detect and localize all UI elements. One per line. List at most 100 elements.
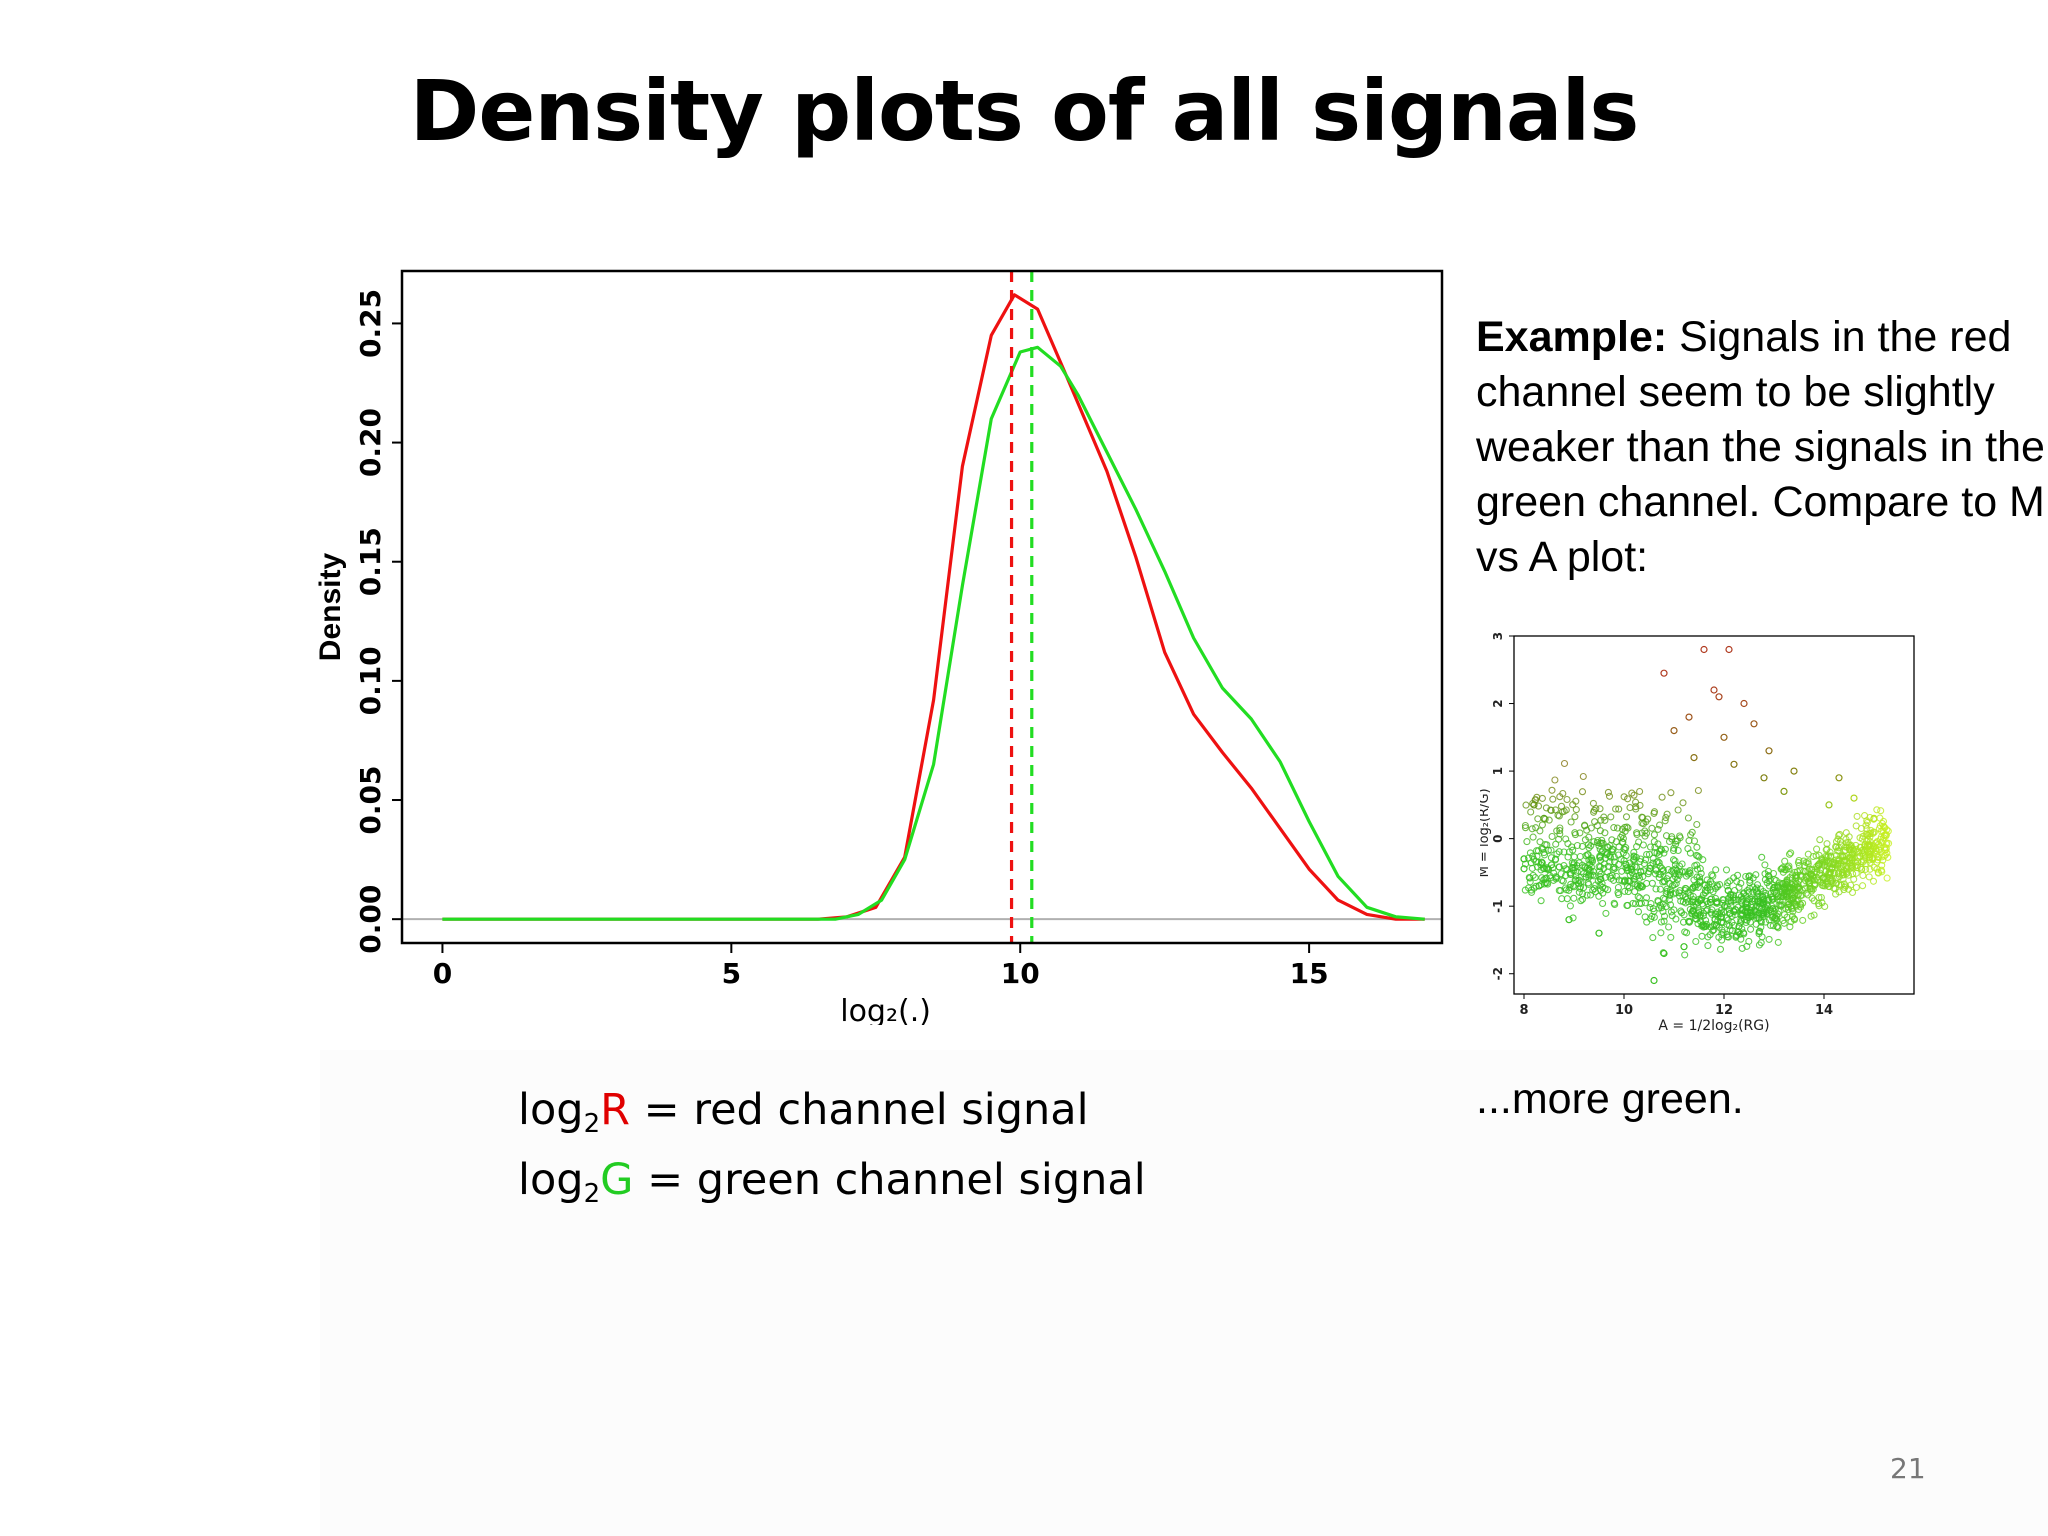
scatter-point [1853,812,1861,820]
scatter-point [1671,857,1679,865]
scatter-point [1822,853,1831,862]
scatter-point [1827,875,1835,884]
scatter-point [1589,799,1597,807]
scatter-point [1660,877,1668,885]
scatter-point [1843,857,1851,865]
scatter-point [1544,880,1552,888]
scatter-point [1790,767,1798,775]
scatter-point [1869,877,1878,885]
scatter-point [1570,853,1578,861]
scatter-point [1665,923,1673,931]
scatter-point [1595,842,1603,850]
scatter-point [1769,905,1777,913]
scatter-point [1547,854,1555,862]
x-tick-label: 15 [1290,957,1329,990]
scatter-point [1594,877,1602,885]
scatter-point [1588,856,1596,864]
scatter-point [1557,870,1565,878]
scatter-point [1856,852,1864,860]
scatter-point [1695,895,1703,903]
scatter-point [1632,805,1640,813]
scatter-point [1538,844,1546,852]
scatter-point [1555,848,1563,856]
scatter-point [1698,932,1706,940]
scatter-point [1520,865,1528,873]
scatter-point [1660,917,1668,925]
scatter-point [1694,883,1702,891]
scatter-point [1658,793,1666,801]
scatter-point [1660,912,1669,920]
scatter-point [1759,892,1767,901]
y-tick-label: 0.10 [354,646,387,715]
scatter-point [1649,859,1657,867]
scatter-point [1660,949,1668,958]
scatter-point [1636,882,1644,890]
scatter-point [1824,852,1833,860]
scatter-point [1857,844,1865,852]
scatter-point [1737,879,1745,887]
scatter-point [1655,904,1663,912]
page-number: 21 [1890,1452,1926,1485]
scatter-point [1597,886,1605,894]
scatter-point [1719,918,1727,926]
scatter-point [1859,882,1867,890]
scatter-point [1587,824,1595,832]
scatter-point [1607,813,1615,821]
scatter-point [1570,894,1578,902]
scatter-point [1847,862,1856,871]
scatter-point [1622,813,1631,821]
scatter-point [1780,787,1788,795]
scatter-point [1840,857,1848,865]
scatter-point [1537,897,1545,905]
scatter-point [1527,886,1535,894]
scatter-point [1661,878,1669,886]
scatter-point [1681,928,1689,936]
scatter-point [1682,899,1690,907]
scatter-point [1666,901,1675,909]
scatter-point [1804,877,1812,885]
scatter-point [1531,796,1539,804]
scatter-point [1564,840,1572,848]
scatter-point [1602,909,1610,917]
scatter-point [1660,669,1668,677]
scatter-point [1663,810,1671,818]
scatter-point [1633,830,1641,839]
scatter-point [1637,855,1645,863]
y-tick-label: 0.05 [354,765,387,834]
scatter-point [1571,829,1579,837]
scatter-point [1555,886,1563,895]
scatter-point [1578,788,1587,796]
scatter-point [1786,923,1794,931]
scatter-point [1745,873,1753,881]
scatter-point [1659,894,1667,902]
scatter-point [1761,870,1769,878]
scatter-point [1659,949,1667,957]
scatter-point [1877,807,1885,815]
scatter-point [1850,794,1858,802]
scatter-point [1867,826,1875,834]
scatter-point [1671,873,1680,881]
scatter-point [1809,852,1817,861]
scatter-point [1636,801,1644,809]
scatter-point [1865,873,1873,881]
y-tick-label: 0.20 [354,408,387,477]
scatter-point [1859,871,1867,880]
scatter-point [1538,821,1546,829]
scatter-point [1745,937,1753,945]
scatter-point [1611,864,1619,872]
scatter-point [1750,720,1758,728]
scatter-point [1648,824,1656,832]
scatter-point [1875,853,1883,862]
scatter-point [1541,865,1549,873]
scatter-point [1585,871,1593,879]
scatter-point [1649,854,1657,862]
scatter-point [1569,914,1577,922]
scatter-point [1686,892,1694,900]
scatter-point [1641,827,1649,835]
scatter-point [1791,877,1800,885]
scatter-point [1701,881,1709,889]
scatter-point [1585,873,1593,881]
scatter-point [1562,872,1570,880]
scatter-point [1672,880,1680,888]
scatter-point [1658,865,1666,873]
